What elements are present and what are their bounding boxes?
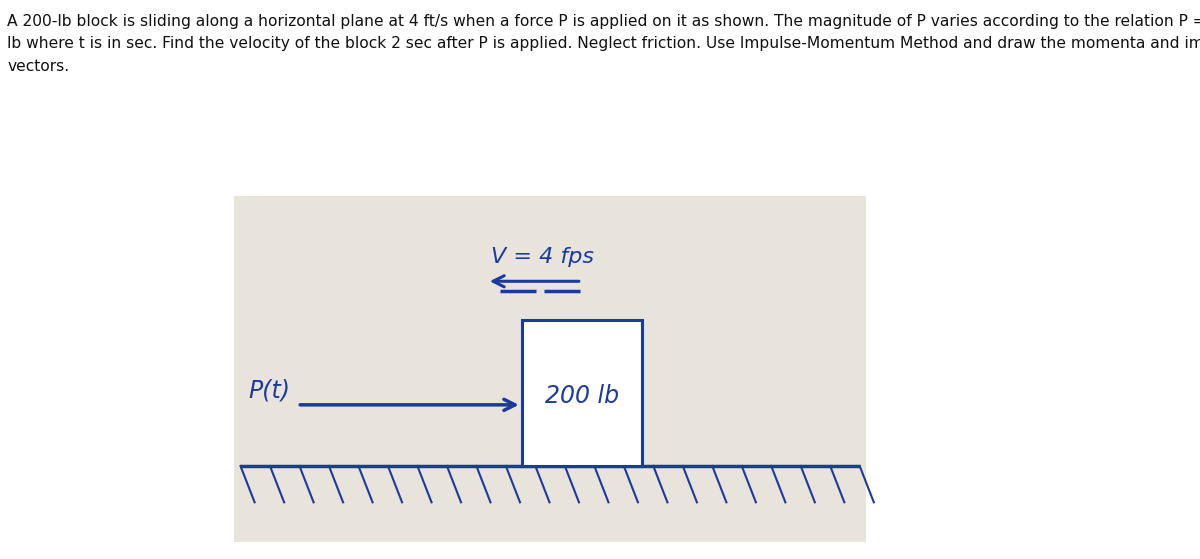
Text: vectors.: vectors. [7, 59, 70, 74]
Text: A 200-lb block is sliding along a horizontal plane at 4 ft/s when a force P is a: A 200-lb block is sliding along a horizo… [7, 14, 1200, 29]
Bar [234, 196, 866, 542]
Text: 200 lb: 200 lb [545, 384, 619, 408]
Bar [522, 320, 642, 466]
Text: lb where t is in sec. Find the velocity of the block 2 sec after P is applied. N: lb where t is in sec. Find the velocity … [7, 36, 1200, 51]
Text: V = 4 fps: V = 4 fps [491, 247, 594, 267]
Text: P(t): P(t) [248, 378, 290, 402]
